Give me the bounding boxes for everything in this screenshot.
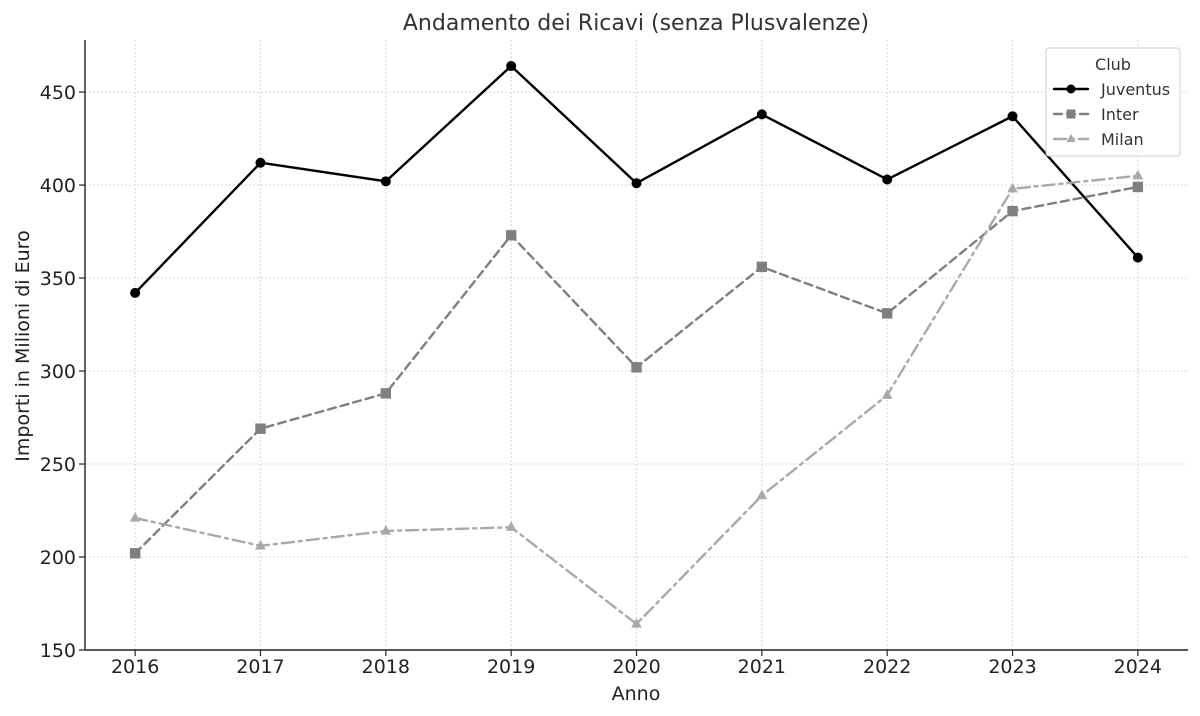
inter-point-0: [129, 548, 141, 559]
milan-point-0: [129, 511, 141, 522]
inter-point-7: [1007, 205, 1018, 217]
inter-point-4: [631, 362, 642, 373]
milan-point-2: [380, 525, 392, 535]
juventus-point-7: [1007, 111, 1018, 122]
x-tick-label-6: 2022: [863, 656, 911, 678]
legend-marker-juventus: [1066, 84, 1076, 94]
juventus-point-5: [756, 109, 767, 120]
x-axis-label: Anno: [612, 683, 661, 705]
legend-marker-milan: [1066, 133, 1076, 143]
juventus-point-2: [380, 176, 391, 187]
series-layer: [129, 61, 1144, 628]
inter-point-1: [255, 423, 266, 434]
milan-point-4: [631, 617, 642, 628]
milan-point-1: [255, 539, 266, 550]
milan-point-5: [756, 489, 768, 500]
milan-point-3: [505, 521, 517, 531]
juventus-point-3: [506, 61, 517, 72]
legend-label-milan: Milan: [1101, 130, 1144, 149]
x-tick-label-1: 2017: [236, 656, 284, 678]
chart-title: Andamento dei Ricavi (senza Plusvalenze): [403, 11, 869, 36]
juventus-point-0: [130, 287, 141, 298]
x-tick-label-0: 2016: [111, 656, 159, 678]
juventus-point-8: [1132, 252, 1143, 263]
x-tick-label-4: 2020: [612, 656, 660, 678]
y-tick-label-1: 200: [40, 547, 76, 569]
x-tick-label-2: 2018: [362, 656, 410, 678]
juventus-point-4: [631, 178, 642, 189]
inter-point-3: [505, 230, 517, 241]
x-tick-label-8: 2024: [1114, 656, 1162, 678]
juventus-point-6: [882, 174, 893, 185]
legend-label-inter: Inter: [1101, 105, 1139, 124]
inter-point-6: [881, 308, 893, 319]
inter-point-2: [380, 388, 392, 399]
y-tick-label-4: 350: [40, 268, 76, 290]
legend-items: Juventus Inter Milan: [1052, 80, 1170, 149]
juventus-point-1: [255, 157, 266, 168]
inter-point-5: [756, 261, 768, 273]
milan-point-6: [881, 389, 893, 399]
x-tick-label-3: 2019: [487, 656, 535, 678]
milan-point-7: [1007, 182, 1018, 193]
series-line-milan: [133, 174, 1140, 626]
legend-label-juventus: Juventus: [1100, 80, 1170, 99]
legend-marker-inter: [1066, 109, 1076, 119]
legend-title: Club: [1095, 55, 1131, 74]
legend: Club Juventus Inter Milan: [1045, 47, 1181, 157]
y-tick-label-2: 250: [40, 454, 76, 476]
axes-layer: 2016 2017 2018 2019 2020 2021 2022 2023 2024 150 2…: [40, 40, 1188, 678]
y-axis-label: Importi in Milioni di Euro: [12, 230, 34, 461]
y-tick-label-5: 400: [40, 175, 76, 197]
grid-layer: [85, 40, 1188, 651]
inter-point-8: [1132, 181, 1144, 193]
y-tick-label-0: 150: [40, 640, 76, 662]
x-tick-label-5: 2021: [738, 656, 786, 678]
legend-box: [1045, 47, 1181, 157]
milan-point-8: [1132, 169, 1144, 180]
y-tick-label-3: 300: [40, 361, 76, 383]
x-tick-label-7: 2023: [988, 656, 1036, 678]
y-tick-label-6: 450: [40, 82, 76, 104]
